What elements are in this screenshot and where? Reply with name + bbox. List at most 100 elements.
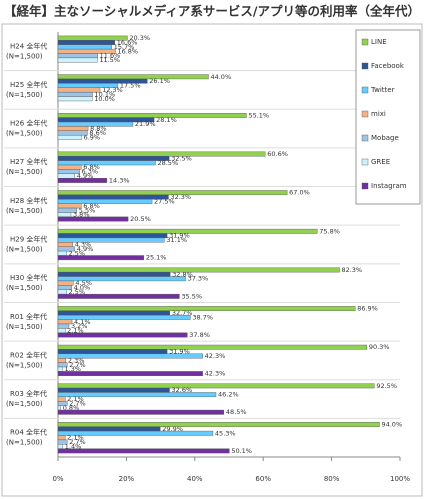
legend-label: Facebook <box>371 62 405 70</box>
bar <box>57 319 73 325</box>
value-label: 2.1% <box>67 327 84 335</box>
value-label: 21.9% <box>135 120 156 128</box>
bar <box>57 358 67 363</box>
bar <box>57 448 230 454</box>
bar <box>57 121 134 127</box>
value-label: 42.3% <box>205 370 226 378</box>
bar <box>57 212 72 218</box>
legend-label: mixi <box>371 110 386 118</box>
bar <box>57 91 93 97</box>
bar <box>57 353 203 359</box>
y-tick-label: H24 全年代 <box>10 41 47 50</box>
bar <box>57 344 368 350</box>
value-label: 17.5% <box>120 82 141 90</box>
value-label: 26.1% <box>149 77 170 85</box>
value-label: 37.8% <box>189 331 210 339</box>
value-label: 32.8% <box>172 270 193 278</box>
bar <box>57 173 75 179</box>
legend-label: Twitter <box>370 86 395 94</box>
value-label: 16.6% <box>117 39 138 47</box>
value-label: 44.0% <box>210 73 231 81</box>
bar <box>57 57 98 63</box>
legend-swatch <box>361 110 369 118</box>
value-label: 11.6% <box>100 52 121 60</box>
bar <box>57 280 74 286</box>
value-label: 0.8% <box>63 404 80 412</box>
x-tick-label: 100% <box>390 475 410 483</box>
bar <box>57 237 165 243</box>
value-label: 12.3% <box>102 86 123 94</box>
value-label: 37.3% <box>188 275 209 283</box>
legend-swatch <box>361 134 369 142</box>
value-label: 35.5% <box>181 292 202 300</box>
value-label: 2.7% <box>69 361 86 369</box>
bar <box>57 126 89 131</box>
bar <box>57 396 66 402</box>
y-tick-label: H30 全年代 <box>10 273 47 282</box>
y-tick-sublabel: (N=1,500) <box>6 323 43 331</box>
value-label: 3.8% <box>73 211 90 219</box>
bar <box>57 276 186 282</box>
y-tick-label: H29 全年代 <box>10 235 47 244</box>
bar <box>57 306 356 311</box>
bar <box>57 53 98 59</box>
bar <box>57 112 247 118</box>
bar <box>57 164 82 170</box>
value-label: 32.6% <box>171 386 192 394</box>
value-label: 14.3% <box>109 176 130 184</box>
value-label: 2.5% <box>69 288 86 296</box>
value-label: 4.5% <box>75 279 92 287</box>
value-label: 75.8% <box>319 227 340 235</box>
value-label: 67.0% <box>289 189 310 197</box>
x-tick-label: 0% <box>52 475 63 483</box>
value-label: 28.1% <box>156 116 177 124</box>
bar <box>57 203 82 209</box>
y-tick-label: R04 全年代 <box>10 428 47 437</box>
y-tick-label: H26 全年代 <box>10 119 47 128</box>
value-label: 2.1% <box>67 395 84 403</box>
bar <box>57 387 170 393</box>
bar <box>57 267 340 273</box>
legend-label: Instagram <box>371 182 407 190</box>
y-tick-sublabel: (N=1,500) <box>6 361 43 369</box>
value-label: 11.5% <box>99 56 120 64</box>
value-label: 28.5% <box>157 159 178 167</box>
value-label: 31.9% <box>169 232 190 240</box>
legend-label: Mobage <box>371 134 399 142</box>
legend-swatch <box>361 182 369 190</box>
bar <box>57 250 67 256</box>
value-label: 4.1% <box>74 318 91 326</box>
bar <box>57 160 156 166</box>
x-tick-label: 20% <box>119 475 135 483</box>
value-label: 31.9% <box>169 348 190 356</box>
y-tick-label: H27 全年代 <box>10 157 47 166</box>
y-tick-sublabel: (N=1,500) <box>6 91 43 99</box>
value-label: 31.1% <box>166 236 187 244</box>
value-label: 6.9% <box>84 133 101 141</box>
bar <box>57 328 66 333</box>
bar <box>57 40 115 45</box>
bar <box>57 349 168 355</box>
value-label: 6.8% <box>83 163 100 171</box>
legend-swatch <box>361 62 369 70</box>
value-label: 94.0% <box>381 420 402 428</box>
y-tick-label: H28 全年代 <box>10 196 47 205</box>
value-label: 6.8% <box>83 202 100 210</box>
y-tick-sublabel: (N=1,500) <box>6 284 43 292</box>
value-label: 29.9% <box>162 425 183 433</box>
y-tick-label: H25 全年代 <box>10 80 47 89</box>
bar <box>57 332 188 338</box>
value-label: 5.5% <box>79 206 96 214</box>
value-label: 4.3% <box>75 241 92 249</box>
y-tick-label: R01 全年代 <box>10 312 47 321</box>
value-label: 32.7% <box>172 309 193 317</box>
legend-swatch <box>361 86 369 94</box>
x-tick-label: 80% <box>324 475 340 483</box>
value-label: 10.0% <box>94 95 115 103</box>
value-label: 16.8% <box>117 47 138 55</box>
bar <box>57 444 63 449</box>
bar <box>57 190 288 196</box>
bar <box>57 199 153 204</box>
value-label: 8.8% <box>90 125 107 133</box>
